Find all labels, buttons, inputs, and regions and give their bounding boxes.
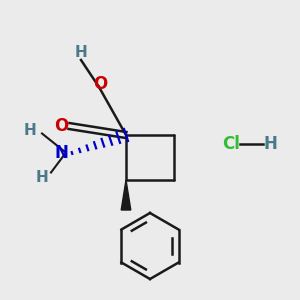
Text: O: O (54, 117, 69, 135)
Polygon shape (121, 180, 131, 210)
Text: H: H (75, 45, 87, 60)
Text: N: N (55, 144, 68, 162)
Text: Cl: Cl (222, 135, 240, 153)
Text: H: H (263, 135, 277, 153)
Text: H: H (35, 169, 48, 184)
Text: O: O (93, 75, 108, 93)
Text: H: H (23, 123, 36, 138)
